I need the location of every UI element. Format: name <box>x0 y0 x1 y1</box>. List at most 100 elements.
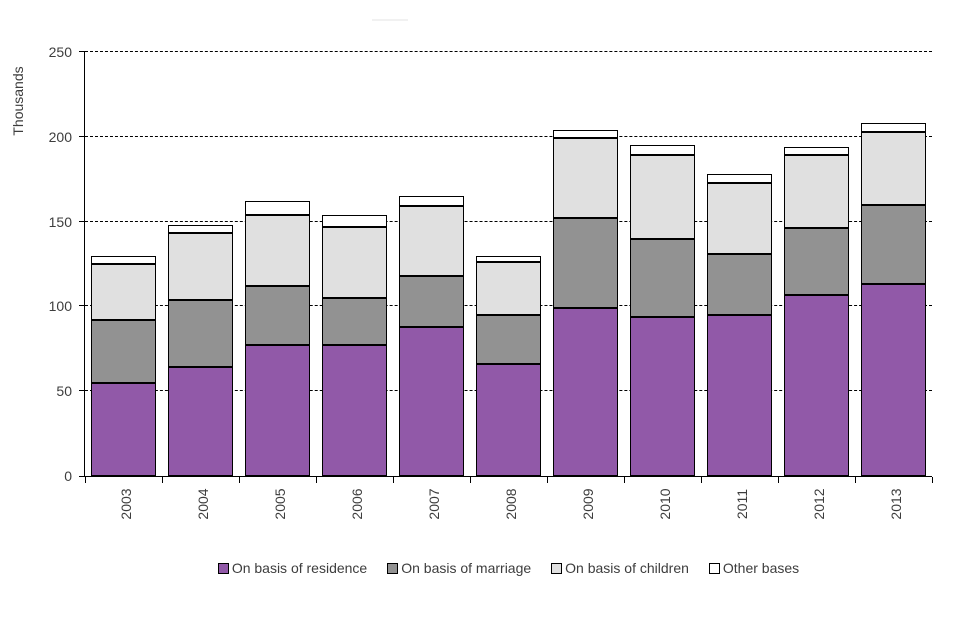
legend-label: Other bases <box>722 560 800 576</box>
bar-segment-2006 <box>322 298 387 345</box>
bar-segment-2004 <box>168 233 233 300</box>
legend-label: On basis of residence <box>231 560 368 576</box>
bar-segment-2006 <box>322 215 387 227</box>
bar-segment-2010 <box>630 155 695 239</box>
bar-segment-2012 <box>784 228 849 295</box>
x-tick-label: 2009 <box>579 488 596 520</box>
legend-item: Other bases <box>708 559 800 577</box>
y-axis-tick <box>79 305 85 306</box>
legend-label: On basis of marriage <box>401 560 532 576</box>
bar-segment-2010 <box>630 317 695 476</box>
bar-segment-2009 <box>553 130 618 138</box>
bar-segment-2006 <box>322 227 387 298</box>
bar-segment-2011 <box>707 174 772 183</box>
bar-segment-2008 <box>476 256 541 262</box>
y-tick-label: 200 <box>48 129 72 145</box>
x-tick-label: 2005 <box>271 488 288 520</box>
bar-segment-2005 <box>245 345 310 476</box>
x-tick-label: 2011 <box>733 488 750 520</box>
x-axis-tick <box>855 477 856 483</box>
y-gridline <box>85 136 932 137</box>
x-tick-label: 2007 <box>425 488 442 520</box>
bar-segment-2005 <box>245 286 310 345</box>
x-axis-tick <box>932 477 933 483</box>
legend-swatch-icon <box>217 562 229 574</box>
bar-segment-2004 <box>168 367 233 476</box>
bar-segment-2006 <box>322 345 387 476</box>
x-tick-label: 2003 <box>117 488 134 520</box>
y-axis-tick <box>79 390 85 391</box>
y-axis-title: Thousands <box>10 66 26 136</box>
bar-segment-2005 <box>245 201 310 215</box>
x-tick-label: 2013 <box>887 488 904 520</box>
x-axis-line <box>84 476 932 477</box>
x-axis-tick <box>393 477 394 483</box>
x-axis-tick <box>316 477 317 483</box>
x-tick-label: 2006 <box>348 488 365 520</box>
legend: On basis of residence On basis of marriag… <box>85 559 932 577</box>
x-tick-label: 2012 <box>810 488 827 520</box>
bar-segment-2012 <box>784 155 849 228</box>
bar-segment-2012 <box>784 147 849 155</box>
bar-segment-2004 <box>168 225 233 233</box>
x-tick-label: 2008 <box>502 488 519 520</box>
x-axis-tick <box>162 477 163 483</box>
bar-segment-2013 <box>861 205 926 284</box>
y-tick-label: 100 <box>48 298 72 314</box>
y-axis-tick <box>79 136 85 137</box>
y-axis-tick <box>79 221 85 222</box>
y-axis-tick <box>79 476 85 477</box>
bar-segment-2013 <box>861 123 926 132</box>
x-axis-tick <box>547 477 548 483</box>
y-gridline <box>85 221 932 222</box>
bar-segment-2010 <box>630 239 695 317</box>
bar-segment-2008 <box>476 262 541 315</box>
bar-segment-2007 <box>399 276 464 327</box>
x-axis-tick <box>624 477 625 483</box>
bar-segment-2008 <box>476 315 541 364</box>
legend-label: On basis of children <box>565 560 689 576</box>
x-axis-tick <box>239 477 240 483</box>
bar-segment-2007 <box>399 196 464 206</box>
bar-segment-2003 <box>91 320 156 383</box>
y-tick-label: 0 <box>64 468 72 484</box>
y-tick-label: 150 <box>48 214 72 230</box>
bar-segment-2012 <box>784 295 849 476</box>
legend-swatch-icon <box>708 562 720 574</box>
legend-swatch-icon <box>387 562 399 574</box>
legend-item: On basis of children <box>551 559 689 577</box>
bar-segment-2011 <box>707 254 772 315</box>
y-axis-line <box>84 52 85 477</box>
legend-swatch-icon <box>551 562 563 574</box>
x-tick-label: 2010 <box>656 488 673 520</box>
bar-segment-2003 <box>91 383 156 476</box>
bar-segment-2010 <box>630 145 695 155</box>
x-axis-tick <box>778 477 779 483</box>
bar-segment-2007 <box>399 327 464 476</box>
y-tick-label: 250 <box>48 44 72 60</box>
bar-segment-2013 <box>861 284 926 476</box>
bar-segment-2003 <box>91 256 156 264</box>
bar-segment-2004 <box>168 300 233 367</box>
bar-segment-2013 <box>861 132 926 205</box>
x-axis-tick <box>470 477 471 483</box>
legend-item: On basis of marriage <box>387 559 531 577</box>
x-axis-tick <box>701 477 702 483</box>
y-axis-tick <box>79 51 85 52</box>
bar-segment-2005 <box>245 215 310 286</box>
x-axis-tick <box>85 477 86 483</box>
bar-segment-2009 <box>553 218 618 308</box>
y-gridline <box>85 51 932 52</box>
bar-segment-2011 <box>707 315 772 476</box>
title-artifact <box>372 19 408 21</box>
y-tick-label: 50 <box>56 383 72 399</box>
bar-segment-2003 <box>91 264 156 320</box>
legend-item: On basis of residence <box>217 559 368 577</box>
bar-segment-2009 <box>553 308 618 476</box>
x-tick-label: 2004 <box>194 488 211 520</box>
bar-segment-2011 <box>707 183 772 254</box>
bar-segment-2007 <box>399 206 464 276</box>
bar-segment-2008 <box>476 364 541 476</box>
bar-segment-2009 <box>553 138 618 218</box>
